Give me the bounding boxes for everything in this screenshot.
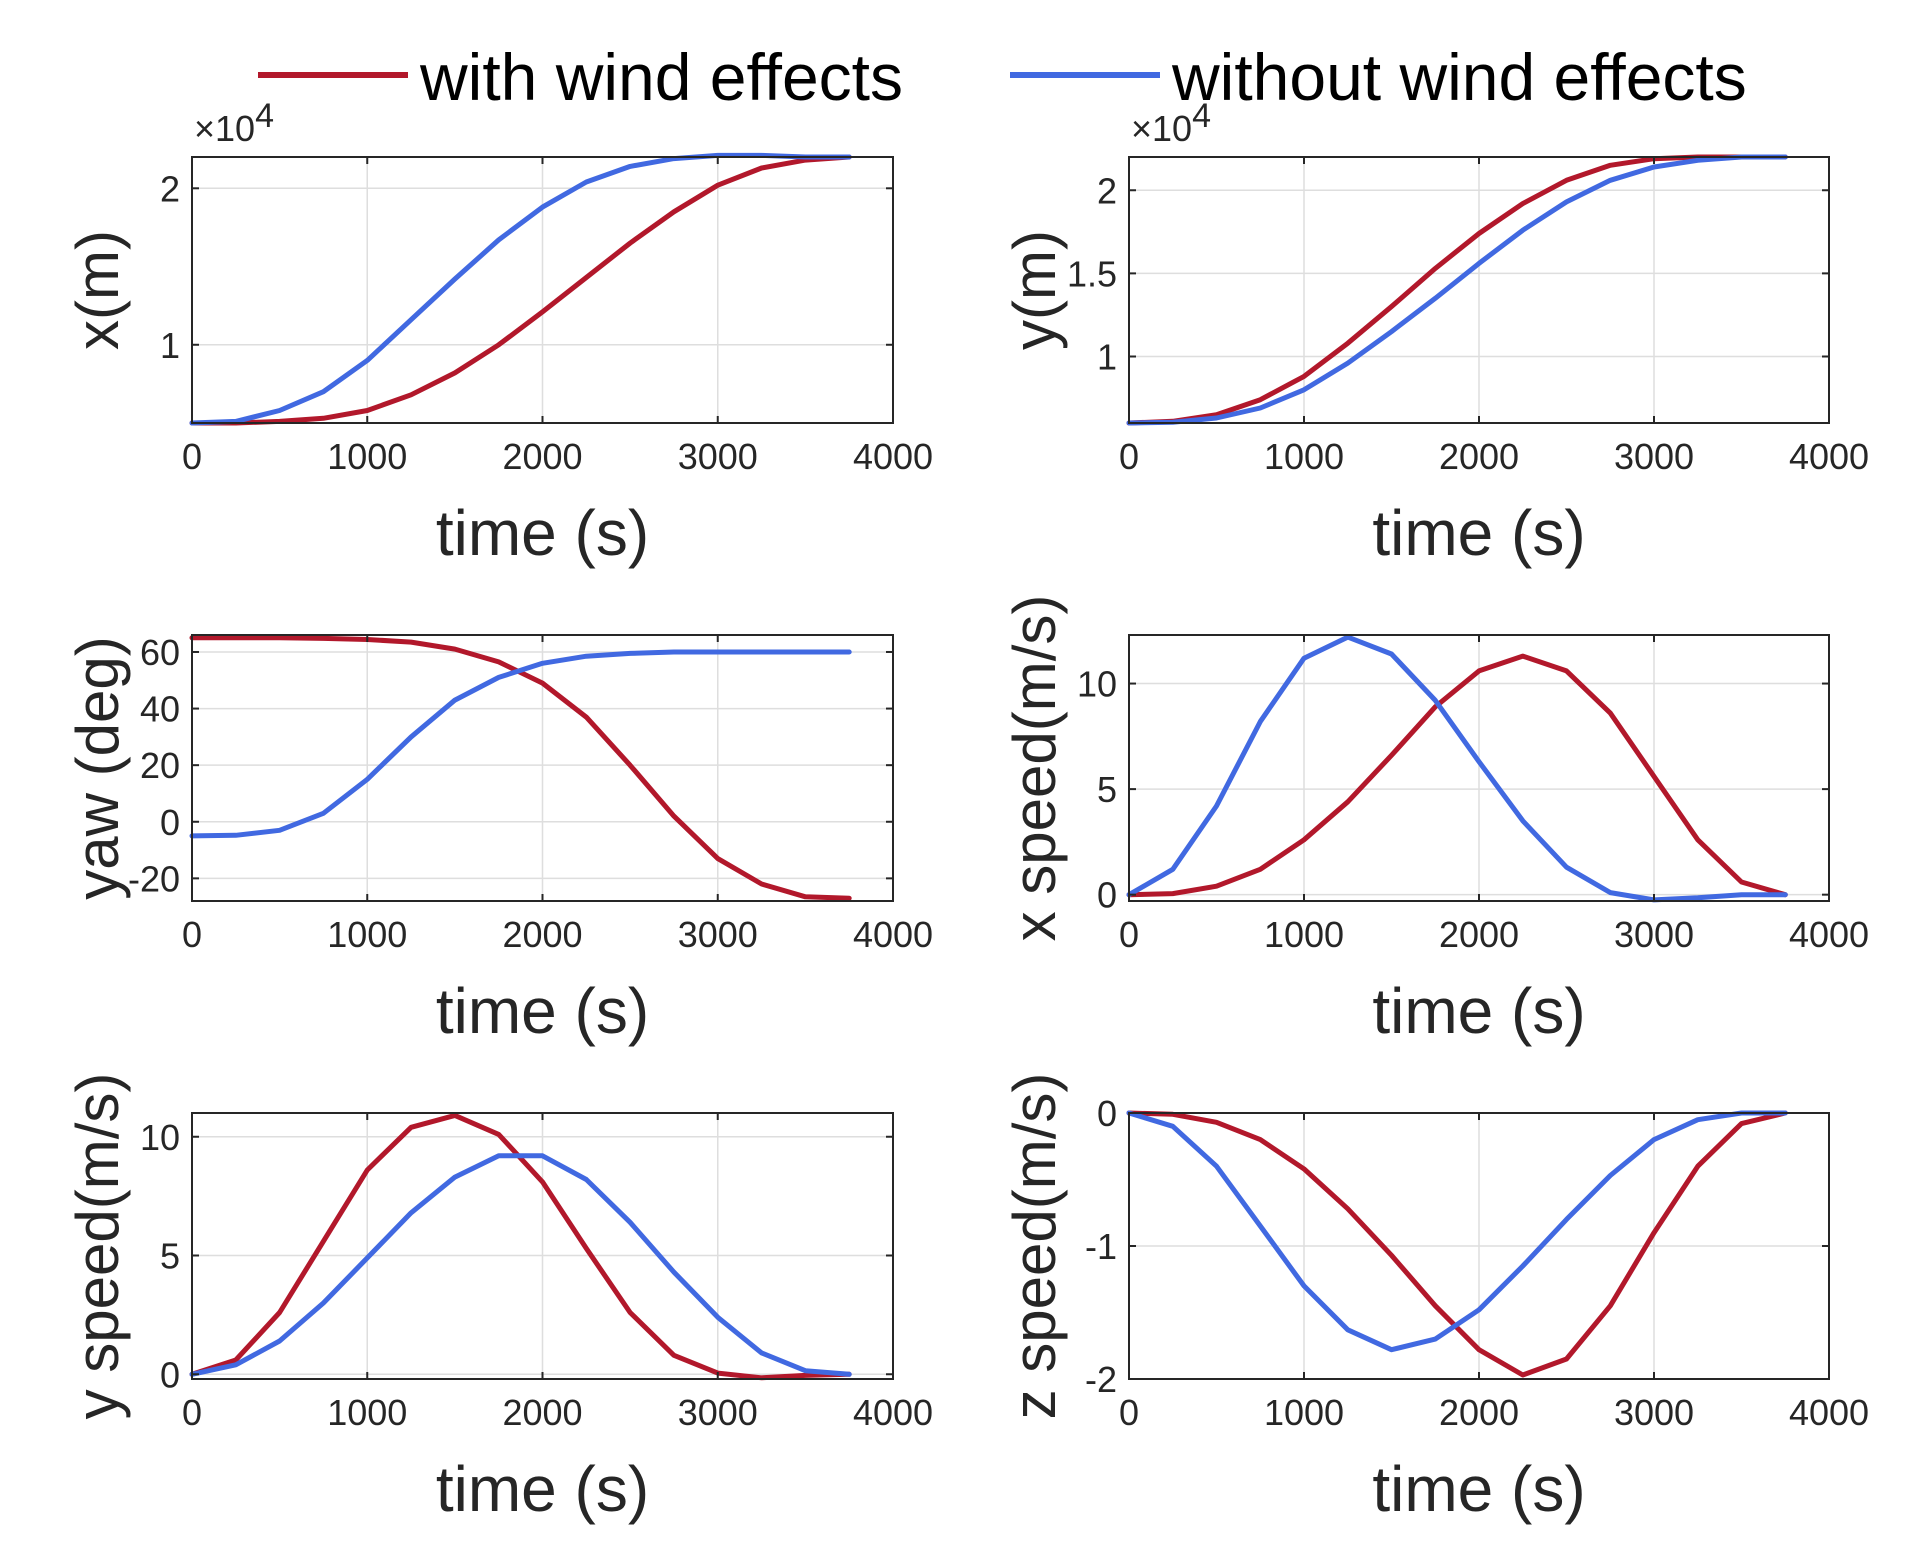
x-tick-label: 2000: [502, 914, 582, 955]
axis-exponent-label: ×104: [1131, 97, 1211, 149]
y-tick-label: 10: [1077, 664, 1117, 705]
x-tick-label: 3000: [1614, 1392, 1694, 1433]
y-tick-label: 0: [160, 1354, 180, 1395]
series-line-without-wind: [189, 649, 852, 839]
series-line-without-wind: [1126, 154, 1788, 426]
series-line-without-wind: [189, 1153, 852, 1377]
x-tick-label: 2000: [1439, 914, 1519, 955]
x-tick-label: 0: [182, 1392, 202, 1433]
axis-exponent-power: 4: [255, 97, 274, 135]
y-tick-label: 1: [1097, 337, 1117, 378]
x-tick-label: 4000: [853, 914, 933, 955]
y-tick-label: 1.5: [1067, 253, 1117, 294]
series-line-with-wind: [1126, 653, 1788, 898]
x-tick-label: 4000: [1789, 914, 1869, 955]
x-tick-label: 1000: [327, 914, 407, 955]
panel-4: 0 1000 2000 3000 4000 0 5 10 time (s) x speed(m/s…: [1001, 595, 1869, 1047]
x-tick-label: 0: [1119, 914, 1139, 955]
x-tick-label: 3000: [678, 436, 758, 477]
x-axis-label: time (s): [1372, 1453, 1585, 1525]
x-tick-label: 4000: [1789, 436, 1869, 477]
x-tick-label: 0: [182, 436, 202, 477]
y-tick-label: 0: [1097, 875, 1117, 916]
axis-exponent-power: 4: [1192, 97, 1211, 135]
x-tick-label: 0: [1119, 436, 1139, 477]
y-tick-label: -20: [128, 858, 180, 899]
y-axis-label: yaw (deg): [64, 636, 131, 899]
x-tick-label: 0: [1119, 1392, 1139, 1433]
y-tick-label: 0: [160, 802, 180, 843]
x-tick-label: 1000: [327, 436, 407, 477]
x-tick-label: 3000: [678, 914, 758, 955]
y-tick-label: 2: [160, 168, 180, 209]
x-tick-label: 1000: [1264, 436, 1344, 477]
y-tick-label: 60: [140, 632, 180, 673]
series-line-without-wind: [1126, 1110, 1788, 1353]
x-axis-label: time (s): [436, 975, 649, 1047]
axis-exponent-label: ×104: [194, 97, 274, 149]
x-tick-label: 2000: [502, 1392, 582, 1433]
y-tick-label: 5: [1097, 769, 1117, 810]
y-axis-label: x(m): [64, 230, 131, 350]
y-axis-label: x speed(m/s): [1001, 595, 1068, 942]
x-tick-label: 2000: [502, 436, 582, 477]
y-tick-label: -2: [1085, 1359, 1117, 1400]
y-axis-label: y(m): [1001, 230, 1068, 350]
panel-1: 0 1000 2000 3000 4000 1 2 ×104 time (s) x(m): [64, 97, 933, 569]
x-tick-label: 4000: [1789, 1392, 1869, 1433]
series-line-without-wind: [189, 152, 852, 426]
x-tick-label: 3000: [1614, 436, 1694, 477]
x-tick-label: 1000: [1264, 914, 1344, 955]
x-tick-label: 2000: [1439, 436, 1519, 477]
y-tick-label: 20: [140, 745, 180, 786]
x-tick-label: 4000: [853, 436, 933, 477]
panel-6: 0 1000 2000 3000 4000 -2 -1 0 time (s) z speed(m/…: [1001, 1073, 1869, 1525]
legend-label-with-wind: with wind effects: [419, 40, 903, 114]
legend-label-without-wind: without wind effects: [1171, 40, 1747, 114]
y-tick-label: 0: [1097, 1093, 1117, 1134]
x-tick-label: 2000: [1439, 1392, 1519, 1433]
series-line-without-wind: [1126, 634, 1788, 903]
series-line-with-wind: [1126, 1110, 1788, 1378]
x-axis-label: time (s): [1372, 975, 1585, 1047]
x-tick-label: 3000: [1614, 914, 1694, 955]
y-tick-label: 1: [160, 325, 180, 366]
x-tick-label: 1000: [1264, 1392, 1344, 1433]
legend: with wind effects without wind effects: [258, 40, 1747, 114]
x-tick-label: 4000: [853, 1392, 933, 1433]
series-line-with-wind: [189, 154, 852, 426]
y-axis-label: y speed(m/s): [64, 1073, 131, 1420]
x-axis-label: time (s): [1372, 497, 1585, 569]
x-tick-label: 1000: [327, 1392, 407, 1433]
y-tick-label: 5: [160, 1236, 180, 1277]
panel-5: 0 1000 2000 3000 4000 0 5 10 time (s) y speed(m/s…: [64, 1073, 933, 1525]
x-tick-label: 0: [182, 914, 202, 955]
x-axis-label: time (s): [436, 1453, 649, 1525]
y-tick-label: -1: [1085, 1226, 1117, 1267]
x-tick-label: 3000: [678, 1392, 758, 1433]
y-axis-label: z speed(m/s): [1001, 1073, 1068, 1420]
panel-2: 0 1000 2000 3000 4000 1 1.5 2 ×104 time (s) y(m): [1001, 97, 1869, 569]
y-tick-label: 2: [1097, 170, 1117, 211]
y-tick-label: 10: [140, 1117, 180, 1158]
y-tick-label: 40: [140, 689, 180, 730]
x-axis-label: time (s): [436, 497, 649, 569]
